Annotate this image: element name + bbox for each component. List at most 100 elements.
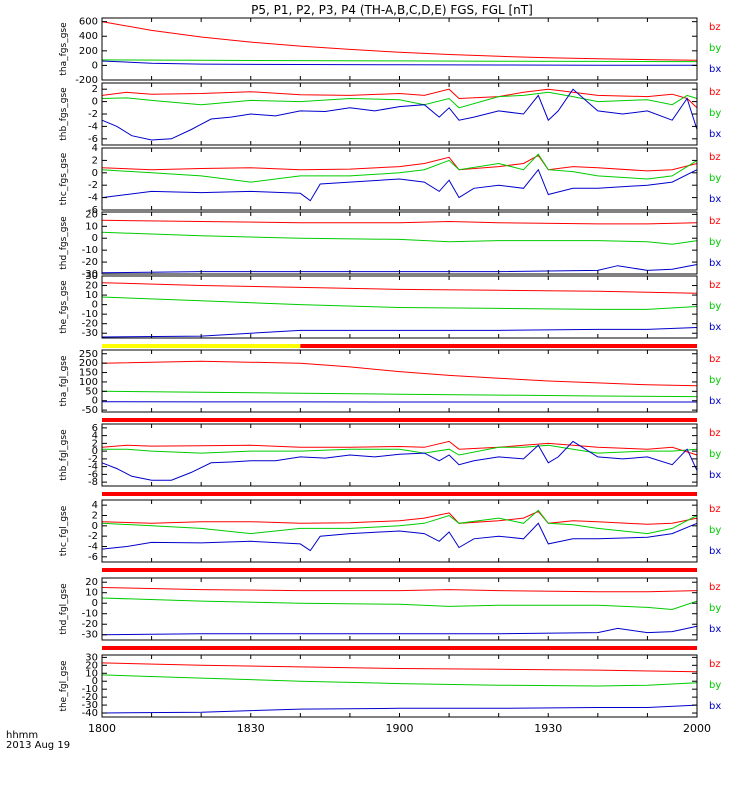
y-tick-label: -8	[88, 477, 98, 488]
series-line-bx-thc_fgs_gse	[101, 168, 698, 202]
y-tick-label: -10	[82, 309, 98, 320]
legend-bx: bx	[709, 129, 721, 140]
series-line-bz-the_fgs_gse	[101, 282, 698, 294]
status-bar-red	[102, 418, 697, 422]
y-tick-label: -30	[82, 328, 98, 339]
y-tick-label: -4	[88, 542, 98, 553]
series-line-bx-thb_fgs_gse	[101, 88, 698, 141]
status-bar	[102, 646, 697, 650]
series-line-bz-thc_fgl_gse	[101, 510, 698, 525]
y-axis-label: thb_fgs_gse	[59, 87, 69, 141]
y-tick-label: 4	[92, 500, 98, 511]
legend-by: by	[709, 108, 721, 119]
panel-thc_fgs_gse: -6-4 -20 24 thc_fgs_gse bz by bx	[59, 143, 721, 216]
y-tick-label: -2	[88, 454, 98, 465]
legend-bx: bx	[709, 546, 721, 557]
y-axis-label: thd_fgl_gse	[59, 583, 69, 635]
legend-by: by	[709, 525, 721, 536]
y-axis-label: thb_fgl_gse	[59, 429, 69, 481]
panel-frame	[101, 82, 698, 146]
series-line-bz-thd_fgl_gse	[101, 587, 698, 593]
y-axis-label: thd_fgs_gse	[59, 216, 69, 270]
legend-bz: bz	[709, 216, 721, 227]
legend-bz: bz	[709, 87, 721, 98]
legend-bz: bz	[709, 428, 721, 439]
y-tick-label: 600	[79, 17, 98, 28]
y-tick-label: -10	[82, 609, 98, 620]
y-tick-label: 20	[85, 660, 98, 671]
y-tick-label: -6	[88, 469, 98, 480]
y-tick-label: 2	[92, 438, 98, 449]
y-tick-label: -40	[82, 708, 98, 719]
y-tick-label: -6	[88, 205, 98, 216]
legend-by: by	[709, 449, 721, 460]
series-line-bx-the_fgl_gse	[101, 704, 698, 714]
status-bar	[102, 418, 697, 422]
y-tick-label: 0	[92, 97, 98, 108]
legend-by: by	[709, 43, 721, 54]
y-tick-label: 2	[92, 511, 98, 522]
status-bar-red	[300, 344, 697, 348]
series-line-bx-the_fgs_gse	[101, 327, 698, 338]
y-tick-label: 100	[79, 377, 98, 388]
y-axis-label: the_fgl_gse	[59, 660, 69, 712]
legend-bz: bz	[709, 280, 721, 291]
series-line-by-the_fgs_gse	[101, 296, 698, 310]
y-tick-label: 0	[92, 598, 98, 609]
y-tick-label: 0	[92, 60, 98, 71]
series-line-bx-thd_fgl_gse	[101, 625, 698, 636]
y-axis-label: tha_fgs_gse	[59, 22, 69, 76]
footer-hhmm-label: hhmm	[6, 730, 38, 741]
y-tick-label: 10	[85, 588, 98, 599]
panel-tha_fgs_gse: -200 0 200 400 600 tha_fgs_gse bz by bx	[59, 17, 721, 86]
series-line-bz-tha_fgs_gse	[101, 21, 698, 61]
legend-by: by	[709, 680, 721, 691]
y-tick-label: 0	[92, 300, 98, 311]
legend-by: by	[709, 173, 721, 184]
legend-bz: bz	[709, 22, 721, 33]
y-tick-label: -20	[82, 319, 98, 330]
panel-frame	[101, 349, 698, 413]
series-line-by-thd_fgl_gse	[101, 597, 698, 611]
y-tick-label: 4	[92, 143, 98, 154]
y-axis-label: the_fgs_gse	[59, 280, 69, 334]
y-tick-label: -4	[88, 121, 98, 132]
series-line-by-thc_fgl_gse	[101, 509, 698, 535]
status-bar-red	[102, 492, 697, 496]
y-tick-label: 2	[92, 155, 98, 166]
legend-bx: bx	[709, 396, 721, 407]
y-tick-label: 20	[85, 281, 98, 292]
legend-by: by	[709, 375, 721, 386]
series-line-bz-thb_fgs_gse	[101, 88, 698, 109]
panel-frame	[101, 17, 698, 81]
y-tick-label: -4	[88, 193, 98, 204]
y-tick-label: 400	[79, 31, 98, 42]
x-axis-ticks: 1800 1830 1900 1930 2000	[88, 722, 711, 735]
y-tick-label: 0	[92, 676, 98, 687]
series-line-by-thb_fgs_gse	[101, 91, 698, 109]
figure-title: P5, P1, P2, P3, P4 (TH-A,B,C,D,E) FGS, F…	[251, 3, 533, 17]
y-tick-label: -10	[82, 684, 98, 695]
series-line-bz-thd_fgs_gse	[101, 219, 698, 225]
legend-bx: bx	[709, 322, 721, 333]
y-tick-label: 30	[85, 271, 98, 282]
y-tick-label: -20	[82, 257, 98, 268]
status-bar-red	[102, 568, 697, 572]
y-axis-label: thc_fgs_gse	[59, 152, 69, 205]
x-tick-label: 1830	[237, 722, 265, 735]
y-axis-label: tha_fgl_gse	[59, 355, 69, 407]
y-tick-label: -4	[88, 462, 98, 473]
series-line-by-thd_fgs_gse	[101, 231, 698, 245]
x-tick-label: 2000	[683, 722, 711, 735]
footer-date-label: 2013 Aug 19	[6, 740, 70, 751]
y-tick-label: 200	[79, 46, 98, 57]
y-tick-label: 2	[92, 84, 98, 95]
y-tick-label: 4	[92, 431, 98, 442]
y-tick-label: 150	[79, 368, 98, 379]
y-tick-label: -2	[88, 180, 98, 191]
